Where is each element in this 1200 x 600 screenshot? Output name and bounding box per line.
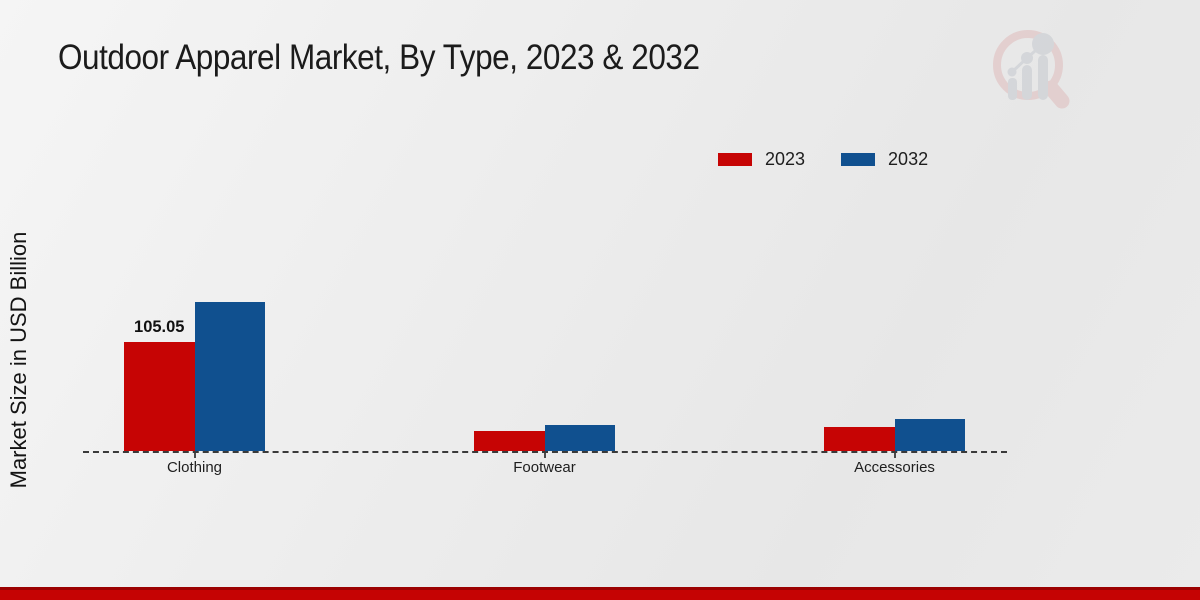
x-axis-tick-clothing	[193, 453, 196, 458]
legend-item-2032: 2032	[841, 149, 928, 170]
bar-value-label: 105.05	[134, 318, 185, 336]
x-axis-baseline	[83, 451, 1007, 453]
legend: 2023 2032	[718, 149, 928, 170]
legend-swatch-2023	[718, 153, 752, 166]
magnifier-bar-chart-icon	[993, 30, 1070, 109]
category-label-clothing: Clothing	[166, 459, 223, 476]
legend-label-2023: 2023	[765, 149, 806, 169]
footer-accent-bar	[0, 587, 1200, 600]
category-label-footwear: Footwear	[513, 459, 576, 476]
bar-clothing-2023	[124, 342, 195, 451]
bar-footwear-2023	[474, 430, 545, 451]
bar-clothing-2032	[194, 302, 265, 451]
brand-logo	[985, 25, 1085, 117]
x-axis-tick-accessories	[893, 453, 896, 458]
bar-accessories-2032	[894, 419, 965, 451]
legend-item-2023: 2023	[718, 149, 805, 170]
category-label-accessories: Accessories	[854, 459, 935, 476]
legend-label-2032: 2032	[888, 149, 929, 169]
chart-title: Outdoor Apparel Market, By Type, 2023 & …	[58, 38, 700, 77]
bar-accessories-2023	[824, 427, 895, 451]
legend-swatch-2032	[841, 153, 876, 166]
x-axis-tick-footwear	[543, 453, 546, 458]
bar-footwear-2032	[544, 424, 615, 451]
